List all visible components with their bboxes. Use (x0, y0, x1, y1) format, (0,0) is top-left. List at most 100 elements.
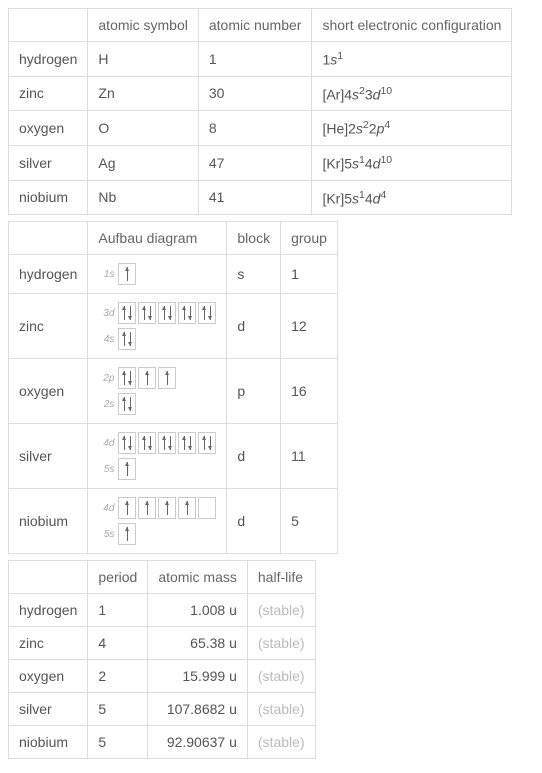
arrow-up-icon (182, 306, 187, 320)
element-name: silver (9, 145, 88, 180)
arrow-down-icon (128, 306, 133, 320)
group: 12 (281, 294, 338, 359)
electronic-configuration: [He]2s22p4 (312, 111, 512, 146)
atomic-number: 8 (198, 111, 312, 146)
arrow-down-icon (128, 397, 133, 411)
period: 4 (88, 627, 148, 660)
orbital-box (118, 302, 136, 324)
arrow-up-icon (125, 527, 130, 541)
atomic-symbol: Zn (88, 76, 198, 111)
period: 5 (88, 726, 148, 759)
aufbau-diagram: 3d4s (88, 294, 227, 359)
group: 5 (281, 489, 338, 554)
orbital-label: 2s (98, 399, 114, 410)
aufbau-row: 2p (98, 367, 216, 389)
group: 16 (281, 359, 338, 424)
arrow-down-icon (188, 306, 193, 320)
half-life: (stable) (247, 660, 315, 693)
orbital-box (158, 497, 176, 519)
arrow-down-icon (208, 436, 213, 450)
aufbau-row: 5s (98, 523, 216, 545)
table-header-row: Aufbau diagram block group (9, 222, 338, 255)
arrow-up-icon (122, 306, 127, 320)
element-name: niobium (9, 726, 88, 759)
arrow-up-icon (145, 501, 150, 515)
orbital-box (118, 523, 136, 545)
atomic-symbol: Nb (88, 180, 198, 215)
electronic-configuration: 1s1 (312, 42, 512, 77)
orbital-box (178, 432, 196, 454)
orbital-box (138, 367, 156, 389)
element-name: niobium (9, 489, 88, 554)
arrow-up-icon (122, 436, 127, 450)
arrow-up-icon (202, 436, 207, 450)
header-blank (9, 9, 88, 42)
orbital-box (118, 328, 136, 350)
header-econf: short electronic configuration (312, 9, 512, 42)
orbital-box (198, 497, 216, 519)
block: d (227, 489, 281, 554)
table-row: silver5107.8682 u(stable) (9, 693, 316, 726)
aufbau-row: 3d (98, 302, 216, 324)
header-period: period (88, 561, 148, 594)
atomic-number: 41 (198, 180, 312, 215)
block: s (227, 255, 281, 294)
aufbau-row: 2s (98, 393, 216, 415)
arrow-up-icon (122, 332, 127, 346)
arrow-down-icon (168, 306, 173, 320)
atomic-symbol: H (88, 42, 198, 77)
arrow-down-icon (128, 371, 133, 385)
atomic-mass: 92.90637 u (148, 726, 248, 759)
group: 11 (281, 424, 338, 489)
orbital-box (118, 367, 136, 389)
orbital-label: 4d (98, 503, 114, 514)
atomic-number: 30 (198, 76, 312, 111)
arrow-down-icon (128, 436, 133, 450)
table-row: oxygenO8[He]2s22p4 (9, 111, 512, 146)
element-name: oxygen (9, 111, 88, 146)
orbital-box (118, 393, 136, 415)
orbital-label: 3d (98, 308, 114, 319)
arrow-down-icon (128, 332, 133, 346)
table-row: silver4d5sd11 (9, 424, 338, 489)
orbital-label: 4d (98, 438, 114, 449)
orbital-box (118, 458, 136, 480)
arrow-up-icon (122, 397, 127, 411)
element-name: hydrogen (9, 594, 88, 627)
aufbau-diagram: 2p 2s (88, 359, 227, 424)
arrow-up-icon (202, 306, 207, 320)
header-block: block (227, 222, 281, 255)
arrow-up-icon (125, 501, 130, 515)
arrow-up-icon (125, 462, 130, 476)
orbital-box (158, 302, 176, 324)
electronic-configuration: [Kr]5s14d10 (312, 145, 512, 180)
arrow-up-icon (162, 436, 167, 450)
orbital-box (118, 497, 136, 519)
arrow-down-icon (148, 306, 153, 320)
orbital-box (118, 432, 136, 454)
atomic-symbol: Ag (88, 145, 198, 180)
atomic-mass: 1.008 u (148, 594, 248, 627)
period: 1 (88, 594, 148, 627)
table-row: niobiumNb41[Kr]5s14d4 (9, 180, 512, 215)
orbital-box (178, 302, 196, 324)
header-blank (9, 561, 88, 594)
header-symbol: atomic symbol (88, 9, 198, 42)
element-name: zinc (9, 294, 88, 359)
aufbau-row: 4d (98, 497, 216, 519)
arrow-up-icon (145, 371, 150, 385)
table-row: zinc3d4sd12 (9, 294, 338, 359)
half-life: (stable) (247, 627, 315, 660)
orbital-box (118, 263, 136, 285)
header-aufbau: Aufbau diagram (88, 222, 227, 255)
atomic-number: 47 (198, 145, 312, 180)
table-header-row: atomic symbol atomic number short electr… (9, 9, 512, 42)
atomic-mass: 65.38 u (148, 627, 248, 660)
table-period-mass: period atomic mass half-life hydrogen11.… (8, 560, 316, 759)
block: p (227, 359, 281, 424)
block: d (227, 424, 281, 489)
table-row: zinc465.38 u(stable) (9, 627, 316, 660)
element-name: oxygen (9, 359, 88, 424)
header-number: atomic number (198, 9, 312, 42)
orbital-label: 5s (98, 529, 114, 540)
